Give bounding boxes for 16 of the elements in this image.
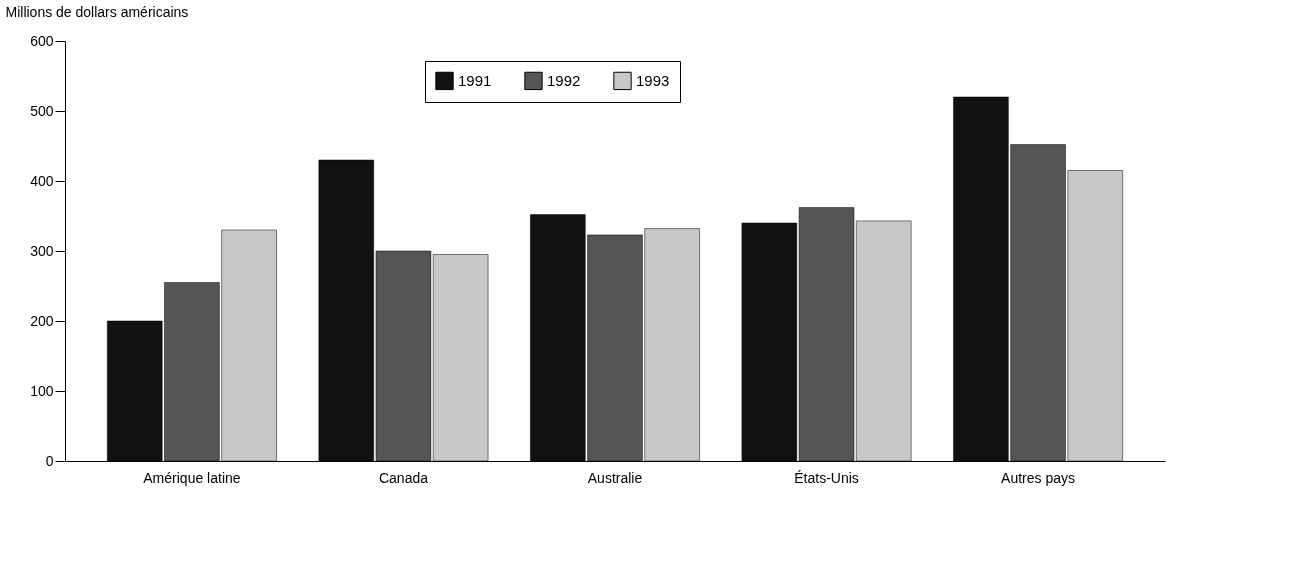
legend-label: 1993	[636, 71, 670, 89]
y-tick-label: 200	[30, 312, 54, 329]
legend-label: 1991	[458, 71, 492, 89]
y-tick-label: 100	[30, 382, 54, 399]
x-tick-label: Amérique latine	[143, 469, 241, 486]
x-tick-label: Autres pays	[1001, 469, 1076, 486]
x-tick-label: Canada	[378, 469, 429, 486]
y-tick-label: 400	[30, 172, 54, 189]
y-tick-label: 0	[45, 452, 54, 469]
y-tick-label: 600	[30, 32, 54, 49]
x-tick-label: États-Unis	[794, 469, 859, 486]
y-tick-label: 300	[30, 242, 54, 259]
legend-label: 1992	[547, 71, 581, 89]
y-axis-title: Millions de dollars américains	[5, 3, 189, 20]
y-tick-label: 500	[30, 102, 54, 119]
x-tick-label: Australie	[587, 469, 643, 486]
